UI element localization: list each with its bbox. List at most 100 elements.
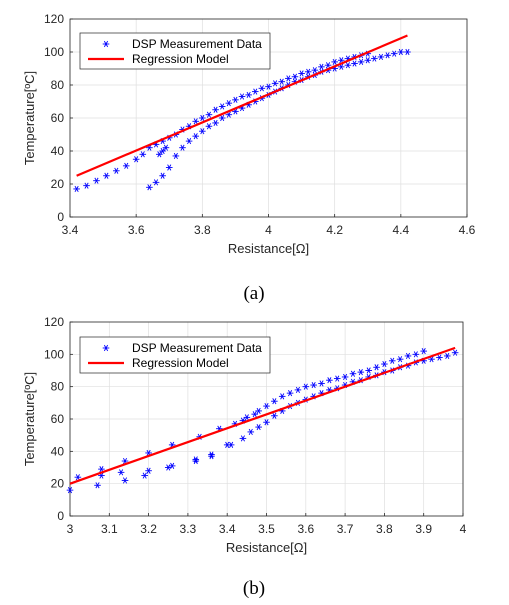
y-tick-label: 20 [51, 177, 65, 191]
data-point [199, 128, 206, 135]
data-point [258, 85, 266, 92]
chart-panel-a: 3.4 3.6 3.8 4 4.2 4.4 4.6 0 20 40 60 80 100 120 DSP Me… [22, 12, 476, 304]
data-point [420, 348, 428, 355]
data-point [304, 68, 312, 75]
data-point [121, 477, 129, 484]
data-point [192, 456, 200, 463]
regression-line [69, 346, 456, 485]
data-point [139, 151, 147, 158]
data-point [159, 147, 166, 155]
panel-caption: (a) [243, 283, 264, 304]
x-tick-label: 3.3 [180, 522, 197, 536]
axes-frame [69, 18, 468, 218]
y-tick-label: 80 [51, 380, 65, 394]
data-point [172, 152, 180, 160]
y-tick-label: 80 [51, 78, 65, 92]
data-point [212, 106, 219, 113]
data-point [318, 63, 325, 70]
data-point [255, 423, 262, 431]
y-tick-label: 0 [57, 509, 64, 523]
data-point [192, 118, 200, 125]
legend-label: Regression Model [132, 356, 229, 370]
data-point [66, 487, 74, 494]
data-point [168, 462, 176, 469]
data-point [83, 182, 90, 189]
data-point [298, 70, 305, 77]
data-point [245, 91, 252, 98]
data-point [311, 67, 319, 74]
data-point [396, 356, 404, 363]
chart-panel-b: 3 3.1 3.2 3.3 3.4 3.5 3.6 3.7 3.8 3.9 402040608010… [22, 315, 467, 599]
data-point [212, 119, 219, 127]
data-point [331, 58, 338, 65]
x-tick-label: 3.5 [258, 522, 275, 536]
data-point [377, 53, 385, 61]
axes-frame [69, 321, 464, 517]
data-point [271, 398, 278, 405]
data-point [103, 172, 110, 179]
data-point [294, 386, 302, 393]
legend-marker-swatch [102, 344, 110, 352]
data-point [412, 351, 420, 358]
x-tick-label: 3.6 [128, 223, 145, 237]
data-point [251, 411, 259, 418]
data-point [326, 377, 333, 384]
x-tick-label: 3.4 [219, 522, 236, 536]
data-point [351, 60, 358, 67]
data-point [243, 414, 251, 421]
y-tick-label: 100 [44, 45, 64, 59]
data-point [93, 177, 100, 184]
data-point [205, 123, 213, 130]
data-point [141, 472, 148, 479]
panel-caption: (b) [243, 578, 265, 599]
y-tick-label: 60 [51, 111, 65, 125]
data-point [344, 62, 352, 69]
data-point [113, 167, 120, 174]
data-point [349, 370, 357, 377]
x-tick-label: 3.6 [297, 522, 314, 536]
legend-label: DSP Measurement Data [132, 37, 262, 51]
data-point [218, 114, 226, 122]
data-point [390, 50, 398, 57]
data-point [225, 100, 233, 107]
data-point [357, 369, 365, 376]
data-point [404, 352, 412, 360]
data-point [218, 103, 226, 110]
x-tick-label: 3.8 [194, 223, 211, 237]
x-tick-label: 3.9 [415, 522, 432, 536]
data-point [94, 482, 101, 489]
data-point [162, 144, 170, 151]
data-point [208, 453, 215, 460]
x-tick-label: 3.8 [376, 522, 393, 536]
data-point [232, 96, 239, 103]
data-point [310, 381, 317, 389]
x-tick-label: 4 [265, 223, 272, 237]
data-point [156, 151, 163, 158]
y-tick-label: 40 [51, 444, 65, 458]
x-tick-label: 3.2 [140, 522, 157, 536]
data-point [117, 469, 125, 476]
y-tick-label: 40 [51, 144, 65, 158]
data-point [185, 138, 193, 145]
legend-marker-swatch [102, 40, 110, 48]
data-point [365, 367, 372, 374]
x-tick-label: 4.2 [326, 223, 343, 237]
data-point [192, 133, 200, 140]
data-point [324, 62, 332, 69]
data-point [98, 466, 105, 473]
data-point [74, 474, 82, 481]
data-point [255, 407, 262, 415]
data-point [73, 185, 80, 193]
legend-box [79, 32, 271, 70]
y-tick-label: 120 [44, 12, 64, 26]
data-point [451, 349, 459, 356]
data-point [247, 428, 255, 436]
data-point [179, 144, 186, 151]
data-point [263, 402, 270, 410]
data-point [364, 57, 372, 64]
data-point [159, 172, 166, 179]
data-point [381, 360, 388, 368]
y-axis-label: Temperature[ºC] [22, 372, 37, 466]
